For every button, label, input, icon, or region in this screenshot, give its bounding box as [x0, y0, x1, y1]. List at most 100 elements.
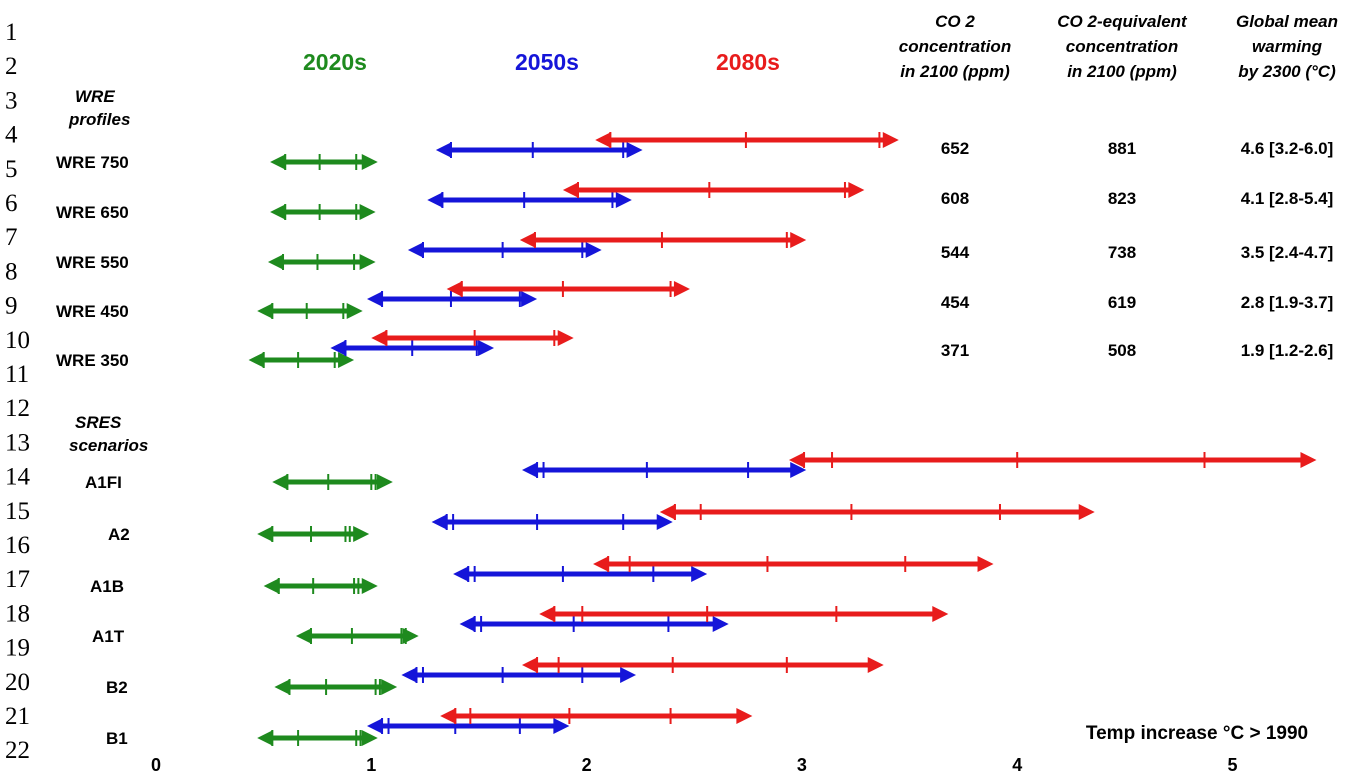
period-label: 2080s — [716, 49, 780, 75]
table-cell: 4.1 [2.8-5.4] — [1241, 189, 1334, 208]
x-tick-label: 3 — [797, 755, 807, 774]
x-axis-label: Temp increase °C > 1990 — [1086, 723, 1308, 744]
range-arrowhead — [519, 232, 536, 248]
range-arrowhead — [790, 462, 807, 478]
range-arrowhead — [440, 708, 457, 724]
range-arrowhead — [626, 142, 643, 158]
range-arrowhead — [1300, 452, 1317, 468]
period-label: 2050s — [515, 49, 579, 75]
line-number: 18 — [5, 600, 30, 627]
range-arrowhead — [553, 718, 570, 734]
column-header: CO 2-equivalent — [1057, 12, 1188, 31]
range-arrowhead — [446, 281, 463, 297]
line-number: 17 — [5, 566, 30, 593]
range-arrowhead — [790, 232, 807, 248]
range-arrowhead — [295, 628, 312, 644]
row-label: A1FI — [85, 473, 122, 492]
table-cell: 881 — [1108, 139, 1136, 158]
range-arrowhead — [691, 566, 708, 582]
line-number: 8 — [5, 258, 18, 285]
range-arrowhead — [407, 242, 424, 258]
table-cell: 823 — [1108, 189, 1136, 208]
line-number: 3 — [5, 87, 18, 114]
range-arrowhead — [248, 352, 265, 368]
range-arrowhead — [453, 566, 470, 582]
range-arrowhead — [867, 657, 884, 673]
range-arrowhead — [848, 182, 865, 198]
row-label: WRE 550 — [56, 253, 129, 272]
table-cell: 371 — [941, 341, 969, 360]
range-arrowhead — [361, 730, 378, 746]
range-arrows — [248, 132, 1317, 746]
column-header: warming — [1252, 37, 1323, 56]
row-label: WRE 750 — [56, 153, 129, 172]
line-number: 5 — [5, 156, 18, 183]
row-label: WRE 350 — [56, 351, 129, 370]
line-number: 16 — [5, 532, 30, 559]
table-cell: 454 — [941, 293, 970, 312]
column-header: by 2300 (°C) — [1238, 62, 1336, 81]
column-header: concentration — [899, 37, 1011, 56]
column-header: CO 2 — [935, 12, 975, 31]
range-arrowhead — [267, 254, 284, 270]
table-cell: 2.8 [1.9-3.7] — [1241, 293, 1334, 312]
line-number: 13 — [5, 429, 30, 456]
range-arrowhead — [274, 679, 291, 695]
row-label: A2 — [108, 525, 130, 544]
range-arrowhead — [338, 352, 355, 368]
range-arrowhead — [788, 452, 805, 468]
range-arrowhead — [656, 514, 673, 530]
group-label: scenarios — [69, 436, 148, 455]
range-arrowhead — [263, 578, 280, 594]
group-label: profiles — [68, 110, 130, 129]
line-number: 9 — [5, 293, 18, 320]
x-tick-label: 4 — [1012, 755, 1022, 774]
table-cell: 4.6 [3.2-6.0] — [1241, 139, 1334, 158]
range-arrowhead — [361, 154, 378, 170]
row-label: WRE 650 — [56, 203, 129, 222]
range-arrowhead — [371, 330, 388, 346]
x-axis: 0 1 2 3 4 5 Temp increase °C > 1990 — [151, 723, 1308, 774]
range-arrowhead — [595, 132, 612, 148]
range-arrowhead — [346, 303, 363, 319]
range-arrowhead — [435, 142, 452, 158]
range-arrowhead — [712, 616, 729, 632]
group-label: SRES — [75, 413, 122, 432]
table-cell: 608 — [941, 189, 969, 208]
row-label: WRE 450 — [56, 302, 129, 321]
period-label: 2020s — [303, 49, 367, 75]
range-arrowhead — [977, 556, 994, 572]
range-arrowhead — [593, 556, 610, 572]
table-cell: 619 — [1108, 293, 1136, 312]
range-arrowhead — [361, 578, 378, 594]
table-cell: 508 — [1108, 341, 1136, 360]
range-arrowhead — [359, 204, 376, 220]
range-arrowhead — [330, 340, 347, 356]
range-arrowhead — [459, 616, 476, 632]
range-arrowhead — [257, 526, 274, 542]
range-arrowhead — [366, 718, 383, 734]
range-arrowhead — [522, 657, 539, 673]
line-number: 7 — [5, 224, 18, 251]
table-cell: 544 — [941, 243, 970, 262]
range-arrowhead — [257, 730, 274, 746]
line-number: 10 — [5, 327, 30, 354]
range-arrowhead — [1078, 504, 1095, 520]
line-number: 12 — [5, 395, 30, 422]
x-tick-label: 0 — [151, 755, 161, 774]
period-headers: 2020s 2050s 2080s — [303, 49, 780, 75]
row-label: A1T — [92, 627, 125, 646]
range-arrowhead — [562, 182, 579, 198]
range-arrowhead — [270, 154, 287, 170]
range-arrowhead — [366, 291, 383, 307]
range-arrowhead — [431, 514, 448, 530]
row-label: B2 — [106, 678, 128, 697]
x-tick-label: 2 — [582, 755, 592, 774]
range-arrowhead — [673, 281, 690, 297]
row-label: B1 — [106, 729, 128, 748]
range-arrowhead — [359, 254, 376, 270]
line-number: 20 — [5, 669, 30, 696]
line-numbers: 1234567891011121314151617181920212223 — [5, 19, 31, 774]
column-header: Global mean — [1236, 12, 1338, 31]
